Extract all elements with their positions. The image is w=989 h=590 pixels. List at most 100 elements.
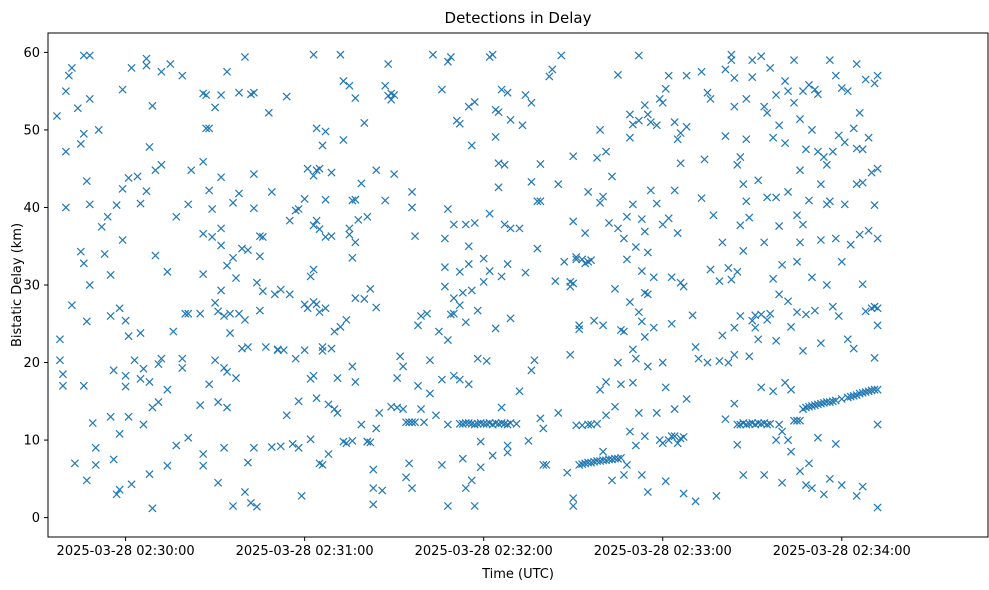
data-point-marker [139,364,148,373]
data-point-marker [184,309,193,318]
data-point-marker [351,195,360,204]
data-point-marker [530,356,539,365]
data-point-marker [658,98,667,107]
data-point-marker [649,273,658,282]
data-point-marker [527,177,536,186]
data-point-marker [390,91,399,100]
data-point-marker [640,332,649,341]
data-point-marker [837,84,846,93]
data-point-marker [115,429,124,438]
data-point-marker [602,377,611,386]
data-point-marker [414,321,423,330]
data-point-marker [267,443,276,452]
data-point-marker [157,354,166,363]
data-point-marker [434,327,443,336]
data-point-marker [861,387,870,397]
data-point-marker [106,270,115,279]
data-point-marker [249,204,258,213]
data-point-marker [784,187,793,196]
data-point-marker [148,101,157,110]
data-point-marker [324,400,333,409]
data-point-marker [300,300,309,309]
data-point-marker [837,394,846,404]
data-point-marker [106,412,115,421]
data-point-marker [784,297,793,306]
data-point-marker [778,478,787,487]
data-point-marker [813,433,822,442]
data-point-marker [139,420,148,429]
data-point-marker [402,418,411,427]
data-point-marker [464,380,473,389]
y-tick-label: 60 [23,46,40,61]
data-point-marker [494,159,503,168]
data-point-marker [470,97,479,107]
data-point-marker [470,420,479,429]
data-point-marker [810,306,819,315]
data-point-marker [416,311,426,321]
data-point-marker [291,354,300,363]
data-point-marker [118,85,127,94]
data-point-marker [214,307,223,316]
data-point-marker [730,323,739,332]
y-axis-title: Bistatic Delay (km) [10,223,25,347]
data-point-marker [449,294,458,303]
data-point-marker [446,53,455,62]
data-point-marker [670,118,679,127]
data-point-marker [572,421,581,430]
data-point-marker [778,427,787,436]
data-point-marker [769,274,778,283]
data-point-marker [581,229,590,238]
data-point-marker [264,108,273,117]
data-point-marker [801,310,810,319]
data-point-marker [787,447,796,456]
data-point-marker [357,420,366,429]
data-point-marker [121,316,130,325]
data-point-marker [667,319,676,328]
data-point-marker [616,453,625,462]
data-point-marker [661,383,670,392]
data-point-marker [578,255,587,264]
data-point-marker [664,71,673,80]
data-point-marker [575,460,584,469]
data-point-marker [348,253,357,262]
data-point-marker [163,385,172,394]
data-point-marker [724,358,733,367]
data-point-marker [333,408,342,417]
data-point-marker [864,226,873,235]
data-point-marker [569,501,578,511]
data-point-marker [52,111,61,120]
data-point-marker [721,415,730,424]
data-point-marker [754,335,763,344]
data-point-marker [282,411,291,420]
data-point-marker [533,244,542,253]
data-point-marker [136,329,145,338]
data-point-marker [658,358,667,367]
data-point-marker [602,411,611,420]
data-point-marker [85,94,94,103]
data-point-marker [736,153,745,162]
data-point-marker [742,94,751,103]
data-point-marker [163,461,172,470]
data-point-marker [867,168,876,177]
data-point-marker [372,303,381,312]
data-point-marker [846,240,855,249]
data-point-marker [312,124,321,133]
data-point-marker [670,405,679,414]
data-point-marker [121,382,130,391]
data-point-marker [419,418,429,427]
data-point-marker [220,311,229,321]
data-point-marker [303,164,312,173]
data-point-marker [103,212,112,221]
data-point-marker [348,362,357,371]
data-point-marker [500,220,509,229]
data-point-marker [226,329,235,338]
data-point-marker [378,486,387,495]
data-point-marker [297,491,306,500]
y-tick-label: 30 [23,279,40,294]
x-tick-label: 2025-03-28 02:32:00 [415,544,553,559]
data-point-marker [309,50,318,59]
data-point-marker [619,470,628,479]
data-point-marker [703,358,712,367]
data-point-marker [739,246,748,255]
data-point-marker [607,172,617,181]
